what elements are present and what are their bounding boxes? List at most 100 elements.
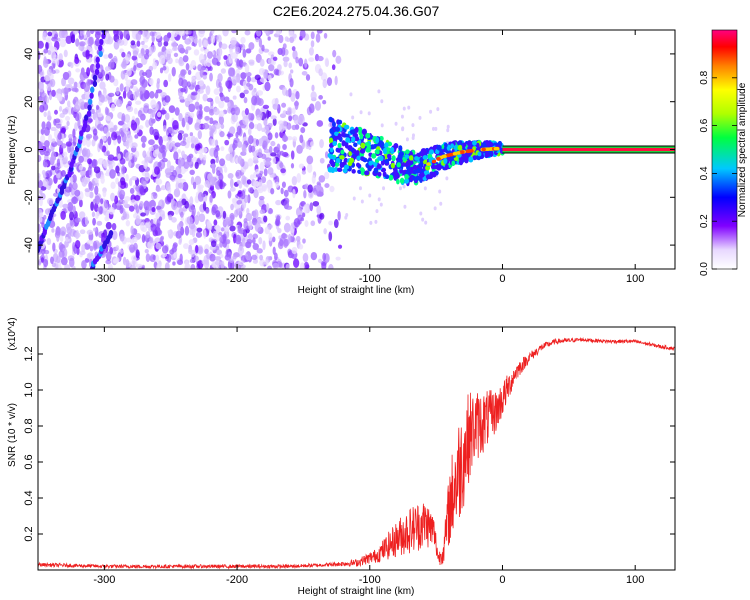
heatmap-cell [108, 229, 114, 237]
heatmap-cell [235, 234, 242, 245]
heatmap-cell [60, 210, 66, 220]
heatmap-cell [481, 147, 486, 152]
heatmap-cell [191, 91, 198, 96]
heatmap-cell [245, 241, 252, 249]
heatmap-cell [140, 40, 145, 46]
heatmap-cell [145, 48, 150, 55]
heatmap-cell [111, 222, 117, 231]
heatmap-cell [87, 158, 92, 165]
heatmap-cell [196, 246, 204, 255]
heatmap-cell [64, 186, 72, 193]
heatmap-cell [117, 181, 122, 187]
heatmap-cell [135, 205, 140, 214]
heatmap-cell [164, 262, 170, 269]
heatmap-cell [43, 111, 47, 118]
heatmap-cell [243, 96, 248, 104]
heatmap-cell [120, 70, 126, 80]
heatmap-cell [382, 186, 386, 191]
heatmap-cell [149, 91, 155, 99]
heatmap-cell [375, 209, 379, 214]
heatmap-cell [57, 265, 62, 269]
heatmap-cell [214, 256, 222, 261]
heatmap-cell [167, 230, 172, 235]
heatmap-cell [277, 64, 282, 71]
heatmap-cell [60, 257, 68, 266]
heatmap-cell [243, 220, 249, 230]
heatmap-cell [244, 71, 252, 77]
heatmap-cell [154, 31, 162, 39]
heatmap-cell [162, 125, 167, 132]
heatmap-cell [380, 123, 384, 128]
heatmap-cell [249, 174, 255, 180]
heatmap-cell [458, 159, 464, 166]
heatmap-cell [202, 122, 210, 130]
heatmap-cell [287, 185, 294, 193]
heatmap-cell [250, 145, 256, 153]
heatmap-cell [58, 53, 63, 61]
heatmap-cell [361, 128, 368, 136]
heatmap-cell [168, 105, 176, 114]
heatmap-cell [46, 68, 52, 77]
heatmap-cell [434, 126, 438, 131]
heatmap-cell [85, 91, 90, 101]
heatmap-cell [360, 156, 364, 161]
heatmap-cell [48, 133, 53, 144]
heatmap-cell [172, 261, 176, 266]
heatmap-cell [92, 80, 98, 87]
heatmap-cell [276, 143, 281, 151]
heatmap-cell [102, 190, 107, 198]
heatmap-cell [360, 199, 364, 204]
heatmap-cell [237, 245, 245, 255]
heatmap-cell [67, 232, 72, 240]
heatmap-cell [280, 187, 284, 195]
heatmap-cell [373, 167, 379, 174]
heatmap-cell [227, 190, 232, 199]
heatmap-cell [119, 189, 126, 198]
heatmap-cell [229, 225, 236, 232]
heatmap-cell [159, 54, 166, 65]
heatmap-cell [227, 67, 235, 77]
heatmap-cell [144, 248, 149, 254]
heatmap-cell [180, 69, 186, 77]
heatmap-cell [240, 264, 246, 269]
heatmap-cell [210, 240, 217, 248]
heatmap-cell [129, 187, 135, 195]
heatmap-cell [293, 258, 300, 268]
heatmap-cell [279, 123, 285, 133]
heatmap-cell [267, 208, 274, 215]
heatmap-cell [142, 30, 148, 38]
heatmap-cell [105, 251, 112, 262]
heatmap-cell [352, 196, 356, 201]
heatmap-cell [125, 139, 130, 150]
heatmap-cell [213, 219, 218, 226]
heatmap-cell [119, 83, 124, 92]
heatmap-cell [420, 172, 425, 178]
heatmap-cell [339, 155, 345, 160]
heatmap-cell [39, 149, 45, 156]
heatmap-cell [105, 73, 110, 81]
heatmap-cell [326, 77, 333, 86]
heatmap-cell [444, 142, 448, 148]
heatmap-cell [74, 56, 80, 65]
heatmap-cell [275, 30, 282, 35]
heatmap-cell [254, 168, 260, 175]
heatmap-cell [74, 217, 81, 223]
heatmap-cell [353, 142, 358, 148]
heatmap-cell [214, 245, 220, 251]
heatmap-cell [274, 97, 279, 106]
heatmap-cell [75, 38, 80, 47]
heatmap-cell [199, 68, 204, 78]
colorbar-tick-label: 0.8 [699, 70, 710, 84]
heatmap-cell [218, 110, 225, 118]
heatmap-cell [235, 46, 241, 55]
heatmap-cell [203, 229, 207, 239]
heatmap-cell [184, 200, 189, 209]
heatmap-cell [407, 105, 411, 110]
heatmap-cell [396, 162, 401, 168]
heatmap-cell [299, 134, 304, 144]
heatmap-cell [259, 254, 264, 261]
heatmap-cell [393, 142, 399, 149]
heatmap-cell [300, 127, 306, 134]
heatmap-cell [194, 101, 200, 110]
colorbar-tick-label: 0.0 [699, 262, 710, 276]
